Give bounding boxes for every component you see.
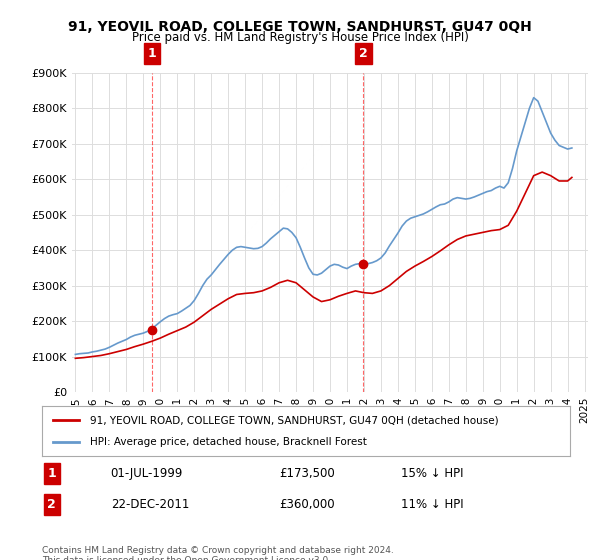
Text: HPI: Average price, detached house, Bracknell Forest: HPI: Average price, detached house, Brac… (89, 437, 367, 447)
Text: 2: 2 (47, 498, 56, 511)
Text: 91, YEOVIL ROAD, COLLEGE TOWN, SANDHURST, GU47 0QH (detached house): 91, YEOVIL ROAD, COLLEGE TOWN, SANDHURST… (89, 415, 498, 425)
Text: Price paid vs. HM Land Registry's House Price Index (HPI): Price paid vs. HM Land Registry's House … (131, 31, 469, 44)
Text: £173,500: £173,500 (280, 467, 335, 480)
Text: £360,000: £360,000 (280, 498, 335, 511)
Text: 22-DEC-2011: 22-DEC-2011 (110, 498, 189, 511)
Text: 01-JUL-1999: 01-JUL-1999 (110, 467, 183, 480)
Text: 2: 2 (359, 47, 368, 60)
Text: Contains HM Land Registry data © Crown copyright and database right 2024.
This d: Contains HM Land Registry data © Crown c… (42, 546, 394, 560)
Text: 91, YEOVIL ROAD, COLLEGE TOWN, SANDHURST, GU47 0QH: 91, YEOVIL ROAD, COLLEGE TOWN, SANDHURST… (68, 20, 532, 34)
Text: 11% ↓ HPI: 11% ↓ HPI (401, 498, 464, 511)
Text: 15% ↓ HPI: 15% ↓ HPI (401, 467, 464, 480)
Text: 1: 1 (47, 467, 56, 480)
Text: 1: 1 (148, 47, 156, 60)
